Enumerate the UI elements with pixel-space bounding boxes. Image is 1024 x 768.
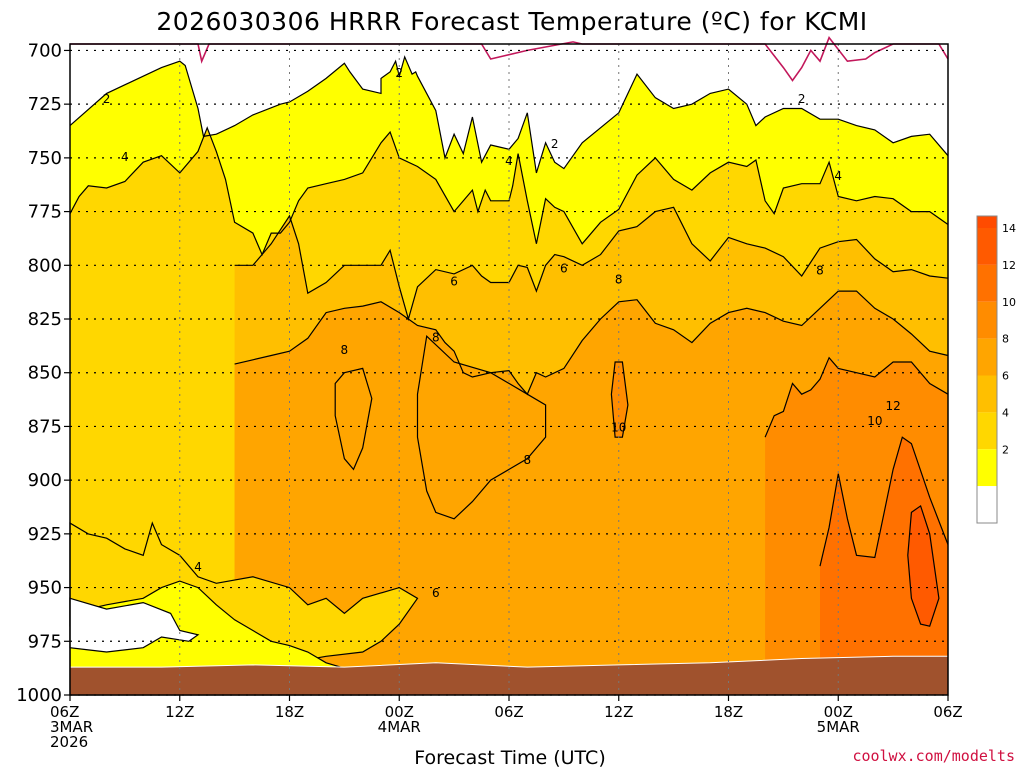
axes: 7007257507758008258508759009259509751000… — [16, 40, 963, 751]
contour-line-12 — [819, 436, 949, 567]
contour-label: 10 — [611, 421, 626, 435]
contour-label: 2 — [798, 92, 806, 106]
contour-island-8 — [416, 334, 547, 520]
colorbar-segment — [977, 412, 997, 450]
y-tick-label: 850 — [28, 363, 62, 384]
x-tick-label: 4MAR — [378, 718, 421, 736]
contour-island-8 — [334, 367, 373, 471]
contour-label: 8 — [432, 330, 440, 344]
y-tick-label: 700 — [28, 40, 62, 61]
contour-label: 8 — [816, 264, 824, 278]
contour-fill-0-lower — [69, 597, 200, 653]
y-tick-label: 800 — [28, 255, 62, 276]
y-tick-label: 750 — [28, 148, 62, 169]
colorbar-segment — [977, 486, 997, 523]
x-tick-label: 06Z — [50, 703, 79, 721]
contour-line-6 — [234, 206, 949, 322]
colorbar-tick-label: 14 — [1002, 222, 1016, 235]
contour-label: 6 — [432, 586, 440, 600]
contour-line-8 — [234, 290, 949, 396]
colorbar-segment — [977, 375, 997, 413]
colorbar-segment — [977, 228, 997, 265]
y-tick-label: 925 — [28, 524, 62, 545]
x-tick-label: 00Z — [385, 703, 414, 721]
contour-island-10 — [610, 361, 629, 438]
colorbar-tick-label: 4 — [1002, 406, 1009, 419]
chart-title: 2026030306 HRRR Forecast Temperature (ºC… — [156, 7, 867, 36]
y-tick-label: 1000 — [16, 685, 62, 706]
x-tick-label: 5MAR — [817, 718, 860, 736]
contour-label: 6 — [560, 262, 568, 276]
colorbar-segment — [977, 301, 997, 339]
x-tick-label: 06Z — [494, 703, 523, 721]
colorbar: 14 12 10 8 6 4 2 — [976, 215, 1016, 524]
colorbar-segment — [977, 264, 997, 302]
colorbar-tick-label: 12 — [1002, 259, 1016, 272]
y-tick-label: 825 — [28, 309, 62, 330]
credit-link[interactable]: coolwx.com/modelts — [852, 747, 1015, 765]
contour-label: 4 — [834, 169, 842, 183]
contour-label: 8 — [523, 453, 531, 467]
y-tick-label: 725 — [28, 94, 62, 115]
colorbar-frame — [976, 215, 998, 524]
contour-label: 2 — [551, 137, 559, 151]
x-tick-label: 12Z — [165, 703, 194, 721]
contour-line-10 — [764, 356, 949, 438]
contour-label: 8 — [341, 343, 349, 357]
x-tick-label: 18Z — [714, 703, 743, 721]
contour-fill-12 — [820, 437, 948, 695]
colorbar-segment — [977, 449, 997, 487]
x-tick-label: 2026 — [50, 733, 88, 751]
contour-fill-14 — [907, 504, 940, 627]
contour-line-2 — [69, 55, 949, 174]
x-tick-label: 18Z — [275, 703, 304, 721]
y-tick-label: 775 — [28, 202, 62, 223]
y-tick-label: 875 — [28, 416, 62, 437]
contour-label: 12 — [885, 399, 900, 413]
contour-label: 8 — [615, 272, 623, 286]
x-tick-label: 06Z — [933, 703, 962, 721]
contour-label: 10 — [867, 414, 882, 428]
x-tick-label: 12Z — [604, 703, 633, 721]
x-tick-label: 3MAR — [50, 718, 93, 736]
contour-label: 2 — [395, 66, 403, 80]
contour-label: 4 — [121, 150, 129, 164]
colorbar-segment — [977, 338, 997, 376]
contour-line-4 — [69, 126, 949, 257]
colorbar-tick-label: 6 — [1002, 370, 1009, 383]
y-tick-label: 950 — [28, 578, 62, 599]
colorbar-tick-label: 8 — [1002, 333, 1009, 346]
x-axis-label: Forecast Time (UTC) — [414, 747, 605, 768]
x-tick-label: 00Z — [824, 703, 853, 721]
colorbar-tick-label: 2 — [1002, 443, 1009, 456]
contour-label: 6 — [450, 274, 458, 288]
colorbar-segment — [977, 216, 997, 228]
y-tick-label: 900 — [28, 470, 62, 491]
contour-label: 4 — [505, 154, 513, 168]
colorbar-tick-label: 10 — [1002, 296, 1016, 309]
y-tick-label: 975 — [28, 631, 62, 652]
contour-label: 2 — [103, 92, 111, 106]
contour-label: 4 — [194, 560, 202, 574]
